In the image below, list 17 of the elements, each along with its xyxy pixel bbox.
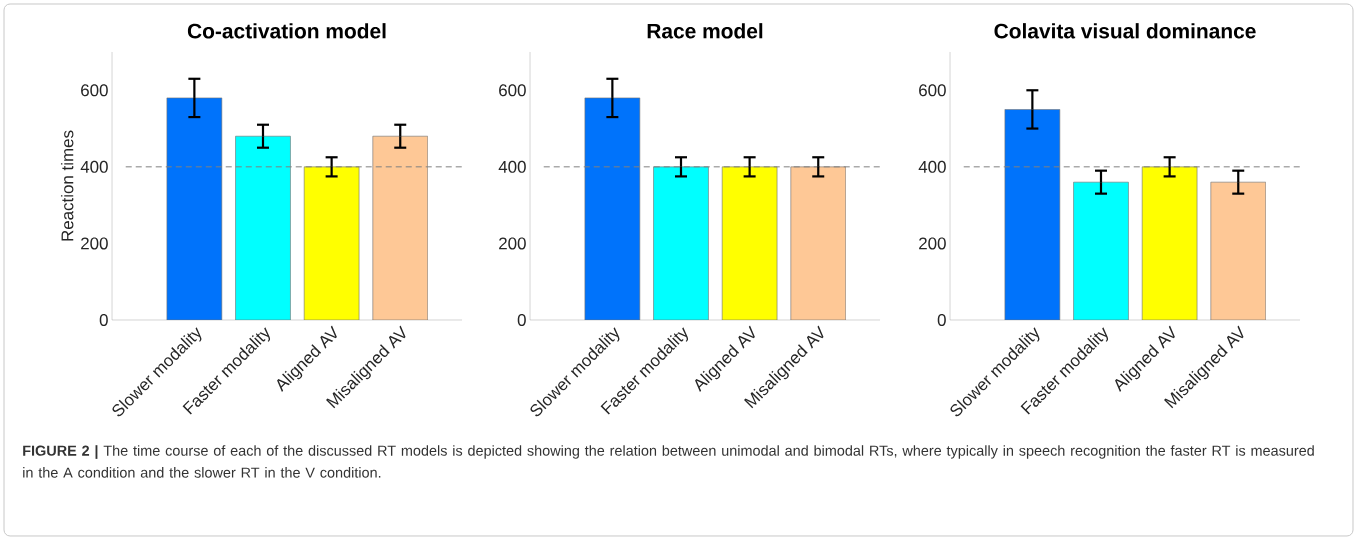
y-tick-label: 200: [919, 237, 946, 250]
y-tick-label: 0: [517, 313, 526, 326]
y-tick-label: 600: [499, 84, 526, 97]
y-tick-label: 400: [498, 160, 526, 173]
y-tick-label: 200: [499, 237, 526, 250]
y-tick-label: 0: [937, 313, 946, 326]
text: FIGURE 2 | The time course of each of the discussed RT models is depicted showing the relation between unimodal and bimodal RTs, where typically in speech recognition the faster RT is measured in the A condition and the slower RT in the V condition.: [23, 445, 1314, 478]
y-tick-label: 600: [919, 84, 946, 97]
chart-title: Colavita visual dominance: [994, 23, 1256, 39]
y-tick-label: 600: [81, 84, 108, 97]
chart-title: Co-activation model: [187, 23, 386, 39]
y-tick-label: 0: [99, 313, 108, 326]
y-axis-title: Reaction times: [60, 130, 74, 241]
y-tick-label: 400: [918, 160, 946, 173]
y-tick-label: 400: [80, 160, 108, 173]
chart-title: Race model: [647, 23, 763, 39]
y-tick-label: 200: [81, 237, 108, 250]
